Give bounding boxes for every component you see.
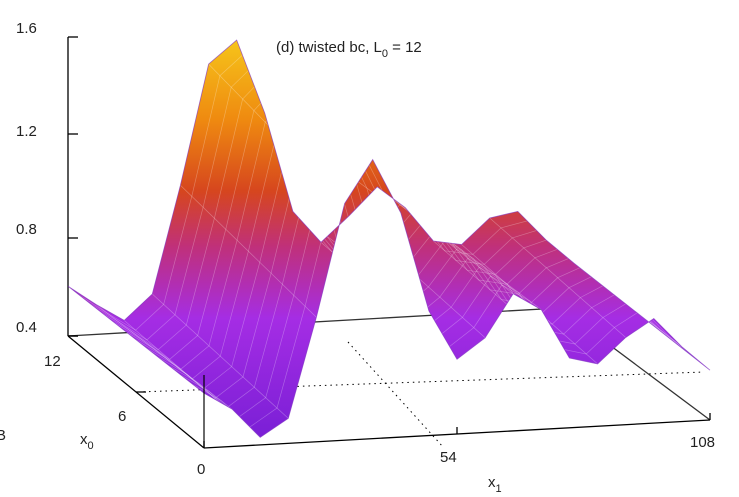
base-grid-line-x1-mid [347,341,445,449]
title-prefix: (d) twisted bc, L [276,39,382,56]
z-tick-label-3: 1.6 [16,20,37,37]
x0-axis-label: x0 [80,431,94,452]
chart-title: (d) twisted bc, L0 = 12 [276,39,422,60]
mesh-line-x1-1 [95,304,233,410]
surface-fill [68,40,710,438]
z-tick-label-1: 0.8 [16,221,37,238]
x0-label-text: x [80,431,88,448]
mesh-line-x1-15 [489,217,626,338]
x0-tick-label-2: 12 [44,353,61,370]
x1-axis-label: x1 [488,474,502,495]
x0-label-sub: 0 [88,440,94,452]
x1-tick-label-2: 108 [690,434,715,451]
z-tick-label-2: 1.2 [16,123,37,140]
x1-label-text: x [488,474,496,491]
title-suffix: = 12 [388,39,422,56]
x1-label-sub: 1 [496,483,502,495]
x1-tick-label-1: 54 [440,449,457,466]
surface-outline [67,39,711,438]
x0-tick-label-1: 6 [118,408,126,425]
x1-tick-label-0: 0 [197,461,205,478]
z-tick-label-0: 0.4 [16,319,37,336]
stray-edge-label: B [0,427,6,444]
title-sub: 0 [382,48,388,60]
surface-mesh [68,40,710,438]
mesh-line-x1-4 [180,185,317,318]
surface [67,39,711,438]
mesh-line-x1-3 [152,293,289,419]
